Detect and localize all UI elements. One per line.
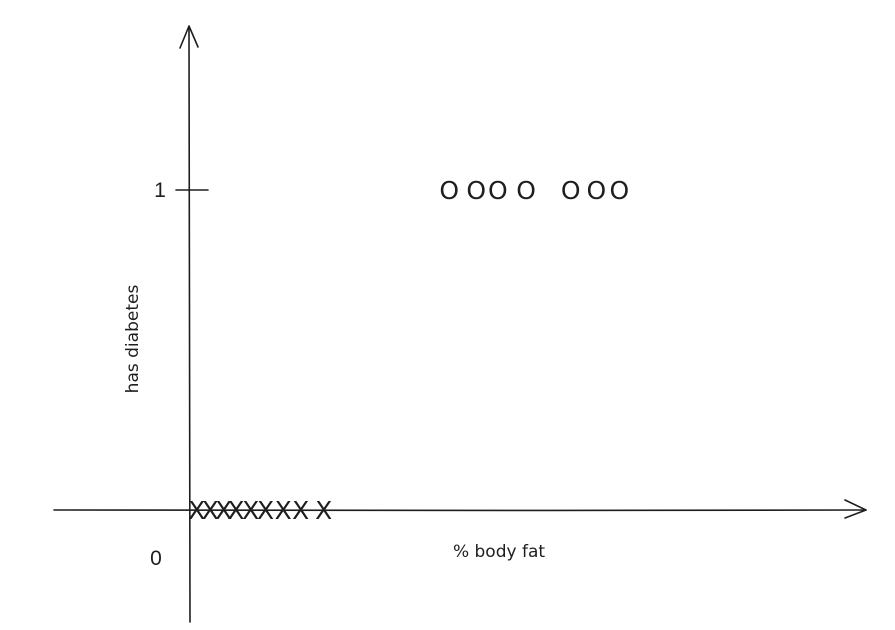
data-point-o-marker: O xyxy=(609,176,629,205)
data-point-x-marker: X xyxy=(275,496,292,525)
x-axis-label: % body fat xyxy=(453,542,545,562)
data-point-o-marker: O xyxy=(488,176,508,205)
x-axis-arrowhead xyxy=(844,499,867,519)
data-point-o-marker: O xyxy=(439,176,459,205)
data-point-x-marker: X xyxy=(202,496,219,525)
data-point-x-marker: X xyxy=(227,496,244,525)
y-tick-label-0: 0 xyxy=(150,547,162,570)
data-point-x-marker: X xyxy=(215,496,232,525)
data-point-x-marker: X xyxy=(292,496,309,525)
y-tick-label-1: 1 xyxy=(154,179,166,202)
y-axis-line xyxy=(188,27,191,623)
data-point-x-marker: X xyxy=(242,496,259,525)
data-point-x-marker: X xyxy=(257,496,274,525)
data-point-o-marker: O xyxy=(561,176,581,205)
data-point-o-marker: O xyxy=(466,176,486,205)
data-point-o-marker: O xyxy=(587,176,607,205)
data-point-x-marker: X xyxy=(315,496,332,525)
y-axis-label: has diabetes xyxy=(123,285,143,394)
data-point-x-marker: X xyxy=(188,496,205,525)
data-point-o-marker: O xyxy=(516,176,536,205)
y-axis-arrowhead xyxy=(179,25,199,49)
